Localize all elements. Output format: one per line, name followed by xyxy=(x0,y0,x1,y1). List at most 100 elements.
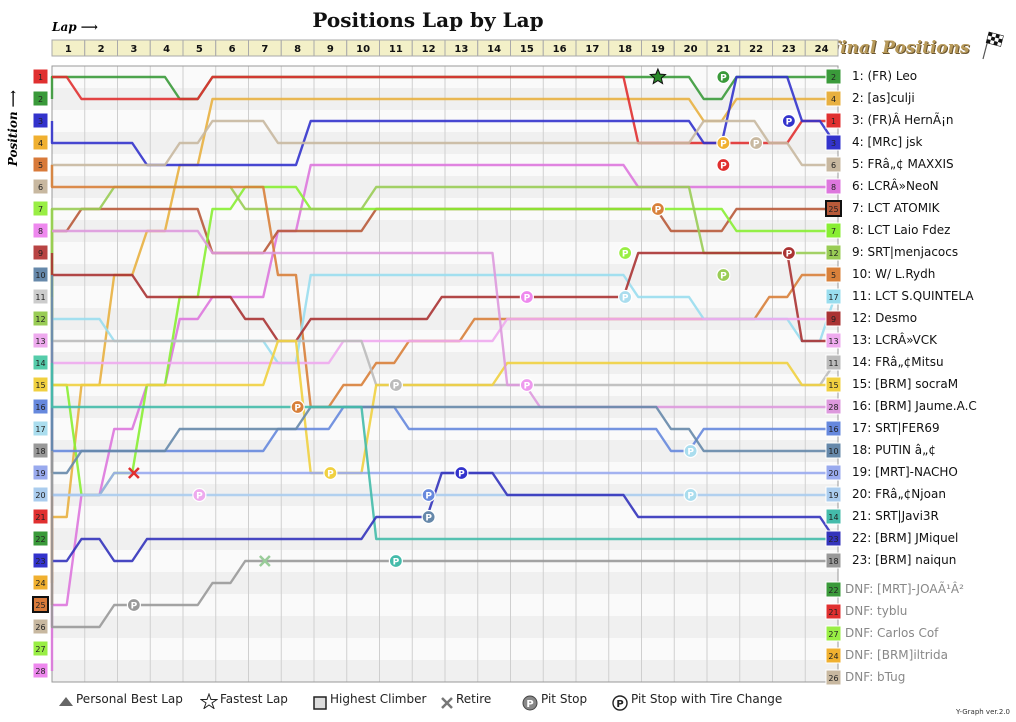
final-box-number: 6 xyxy=(831,161,836,170)
pit-stop-marker xyxy=(618,245,633,261)
pit-stop-marker xyxy=(126,597,141,613)
lap-tick-label: 22 xyxy=(749,44,763,55)
final-position-label: 5: FRâ„¢ MAXXIS xyxy=(852,157,954,171)
pit-stop-marker xyxy=(519,289,534,305)
grid-position-box xyxy=(32,530,49,547)
final-box-number: 4 xyxy=(831,95,836,104)
dnf-box-number: 27 xyxy=(828,630,838,639)
grid-position-number: 17 xyxy=(35,425,45,434)
series-line xyxy=(52,339,838,475)
grid-position-box xyxy=(32,288,49,305)
pit-stop-letter: P xyxy=(524,382,531,392)
final-position-label: 14: FRâ„¢Mitsu xyxy=(852,355,944,369)
grid-position-box xyxy=(32,442,49,459)
fastest-lap-marker xyxy=(649,67,667,85)
pit-stop-letter: P xyxy=(524,294,531,304)
final-box-number: 9 xyxy=(831,315,836,324)
final-box xyxy=(825,332,842,349)
pit-stop-letter: P xyxy=(622,250,629,260)
final-box-number: 7 xyxy=(831,227,836,236)
dnf-box xyxy=(825,603,842,620)
final-box-number: 20 xyxy=(828,469,838,478)
final-box-number: 14 xyxy=(828,513,838,522)
final-position-label: 3: (FR)Â HernÃ¡n xyxy=(852,113,954,127)
grid-position-number: 15 xyxy=(35,381,45,390)
grid-position-box xyxy=(32,552,49,569)
final-box xyxy=(825,266,842,283)
pit-stop-letter: P xyxy=(687,448,694,458)
grid-position-box xyxy=(32,574,49,591)
lap-tick-label: 24 xyxy=(815,44,829,55)
pit-stop-letter: P xyxy=(720,162,727,172)
lap-tick-label: 17 xyxy=(585,44,599,55)
final-box xyxy=(825,222,842,239)
final-box xyxy=(825,398,842,415)
pit-stop-marker xyxy=(519,377,534,393)
pit-stop-letter: P xyxy=(753,140,760,150)
lap-tick-label: 8 xyxy=(294,44,301,55)
final-position-label: 23: [BRM] naiqun xyxy=(852,553,957,567)
pit-tire-icon: P xyxy=(612,695,628,711)
grid-position-box xyxy=(32,508,49,525)
final-box-number: 8 xyxy=(831,183,836,192)
pit-stop-marker xyxy=(618,289,633,305)
legend-personal-best: Personal Best Lap xyxy=(76,692,183,706)
grid-position-number: 16 xyxy=(35,403,45,412)
pit-stop-letter: P xyxy=(131,602,138,612)
grid-position-number: 21 xyxy=(35,513,45,522)
lap-axis-label: Lap ⟶ xyxy=(52,20,98,34)
grid-position-number: 28 xyxy=(35,667,45,676)
pit-stop-letter: P xyxy=(786,118,793,128)
grid-position-number: 18 xyxy=(35,447,45,456)
dnf-box-number: 26 xyxy=(828,674,838,683)
dnf-box xyxy=(825,669,842,686)
pit-stop-marker xyxy=(192,487,207,503)
legend-highest-climber: Highest Climber xyxy=(330,692,427,706)
pit-stop-letter: P xyxy=(294,404,301,414)
final-box-number: 2 xyxy=(831,73,836,82)
pit-stop-marker xyxy=(323,465,338,481)
series-line xyxy=(50,119,838,187)
grid-position-number: 8 xyxy=(38,227,43,236)
final-box-number: 5 xyxy=(831,271,836,280)
final-box-number: 16 xyxy=(828,425,838,434)
grid-position-box xyxy=(32,156,49,173)
grid-position-number: 1 xyxy=(38,73,43,82)
final-box xyxy=(825,68,842,85)
pit-stop-marker xyxy=(781,113,796,129)
grid-position-box xyxy=(32,222,49,239)
grid-position-box xyxy=(32,662,49,679)
dnf-box-number: 24 xyxy=(828,652,838,661)
dnf-box-number: 21 xyxy=(828,608,838,617)
pit-stop-marker xyxy=(454,465,469,481)
retire-icon xyxy=(441,697,453,709)
pit-stop-marker xyxy=(749,135,764,151)
grid-position-number: 26 xyxy=(35,623,45,632)
dnf-box xyxy=(825,625,842,642)
final-position-label: 8: LCT Laio Fdez xyxy=(852,223,951,237)
final-box xyxy=(825,244,842,261)
pit-stop-marker xyxy=(716,69,731,85)
pit-stop-marker xyxy=(421,509,436,525)
lap-tick-label: 10 xyxy=(356,44,370,55)
final-box-number: 18 xyxy=(828,557,838,566)
dnf-box-number: 22 xyxy=(828,586,838,595)
final-box xyxy=(825,310,842,327)
grid-position-box xyxy=(32,200,49,217)
pit-stop-letter: P xyxy=(393,382,400,392)
pit-stop-letter: P xyxy=(393,558,400,568)
final-box-number: 28 xyxy=(828,403,838,412)
lap-tick-label: 9 xyxy=(327,44,334,55)
pit-stop-marker xyxy=(650,201,665,217)
final-box xyxy=(825,178,842,195)
final-box xyxy=(825,508,842,525)
final-position-label: 15: [BRM] socraM xyxy=(852,377,959,391)
final-position-label: 6: LCRÂ»NeoN xyxy=(852,179,939,193)
grid-position-box xyxy=(32,376,49,393)
grid-position-box xyxy=(32,354,49,371)
dnf-label: DNF: tyblu xyxy=(845,604,908,618)
grid-position-box xyxy=(32,618,49,635)
series-line xyxy=(52,229,838,409)
pit-stop-marker xyxy=(388,553,403,569)
final-box xyxy=(825,112,842,129)
